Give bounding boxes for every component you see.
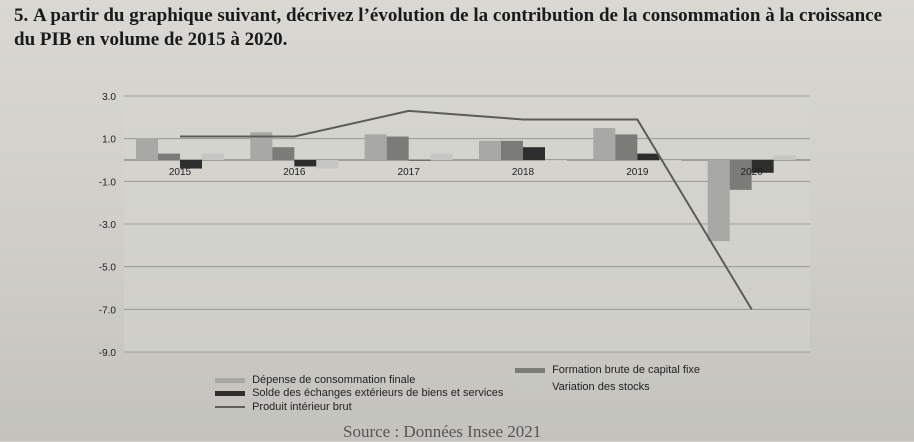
x-tick-label: 2018 — [512, 167, 535, 178]
question-number: 5. — [14, 5, 29, 26]
bar-3-2017 — [408, 160, 431, 161]
x-tick-label: 2016 — [283, 167, 306, 178]
legend-swatch-fbcf — [515, 367, 545, 373]
legend-item-consommation: Dépense de consommation finale — [215, 374, 415, 386]
x-tick-label: 2017 — [398, 167, 421, 178]
bar-3-2020 — [751, 160, 774, 173]
bar-1-2015 — [136, 138, 158, 160]
legend-label-solde: Solde des échanges extérieurs de biens e… — [252, 387, 504, 399]
legend-swatch-solde — [215, 390, 245, 396]
question-text: A partir du graphique suivant, décrivez … — [14, 5, 883, 50]
legend-item-solde: Solde des échanges extérieurs de biens e… — [215, 387, 503, 399]
y-tick-label: -5.0 — [99, 263, 117, 274]
legend-item-pib: Produit intérieur brut — [215, 401, 352, 413]
bar-3-2016 — [294, 160, 317, 167]
legend-item-stocks: Variation des stocks — [515, 381, 650, 393]
bar-4-2017 — [430, 153, 453, 160]
y-tick-label: -3.0 — [99, 220, 117, 231]
bar-2-2020 — [729, 160, 752, 190]
legend-label-stocks: Variation des stocks — [552, 381, 650, 393]
x-tick-label: 2020 — [741, 167, 764, 178]
bar-2-2019 — [615, 134, 638, 160]
bar-2-2015 — [158, 153, 180, 160]
y-tick-label: 1.0 — [102, 135, 116, 146]
question: 5. A partir du graphique suivant, décriv… — [14, 4, 904, 52]
y-tick-label: -1.0 — [99, 177, 117, 188]
bar-3-2019 — [637, 153, 660, 160]
bar-2-2017 — [386, 136, 409, 160]
bar-4-2019 — [659, 160, 682, 161]
source-note: Source : Données Insee 2021 — [343, 422, 542, 441]
bar-2-2018 — [501, 140, 523, 160]
legend-label-fbcf: Formation brute de capital fixe — [552, 364, 701, 376]
bar-3-2015 — [180, 160, 202, 169]
bar-1-2019 — [593, 128, 616, 160]
y-tick-label: 3.0 — [102, 92, 116, 103]
bar-4-2020 — [773, 155, 796, 160]
bar-2-2016 — [272, 147, 295, 160]
y-tick-label: -9.0 — [99, 348, 117, 359]
legend-swatch-pib — [215, 406, 245, 409]
bar-3-2018 — [523, 147, 545, 160]
bar-1-2016 — [250, 132, 273, 160]
legend-swatch-stocks — [515, 384, 545, 390]
bar-4-2016 — [316, 160, 339, 169]
bar-4-2018 — [545, 160, 567, 161]
legend-label-consommation: Dépense de consommation finale — [252, 374, 416, 386]
legend-label-pib: Produit intérieur brut — [252, 401, 352, 413]
legend-item-fbcf: Formation brute de capital fixe — [515, 364, 700, 376]
bar-1-2020 — [707, 160, 730, 242]
legend-swatch-consommation — [215, 377, 245, 383]
bar-1-2017 — [364, 134, 387, 160]
x-tick-label: 2019 — [626, 167, 649, 178]
bar-1-2018 — [479, 140, 501, 160]
y-tick-label: -7.0 — [99, 305, 117, 316]
x-tick-label: 2015 — [169, 167, 192, 178]
bar-4-2015 — [202, 153, 224, 160]
series-line-pib — [180, 109, 753, 310]
